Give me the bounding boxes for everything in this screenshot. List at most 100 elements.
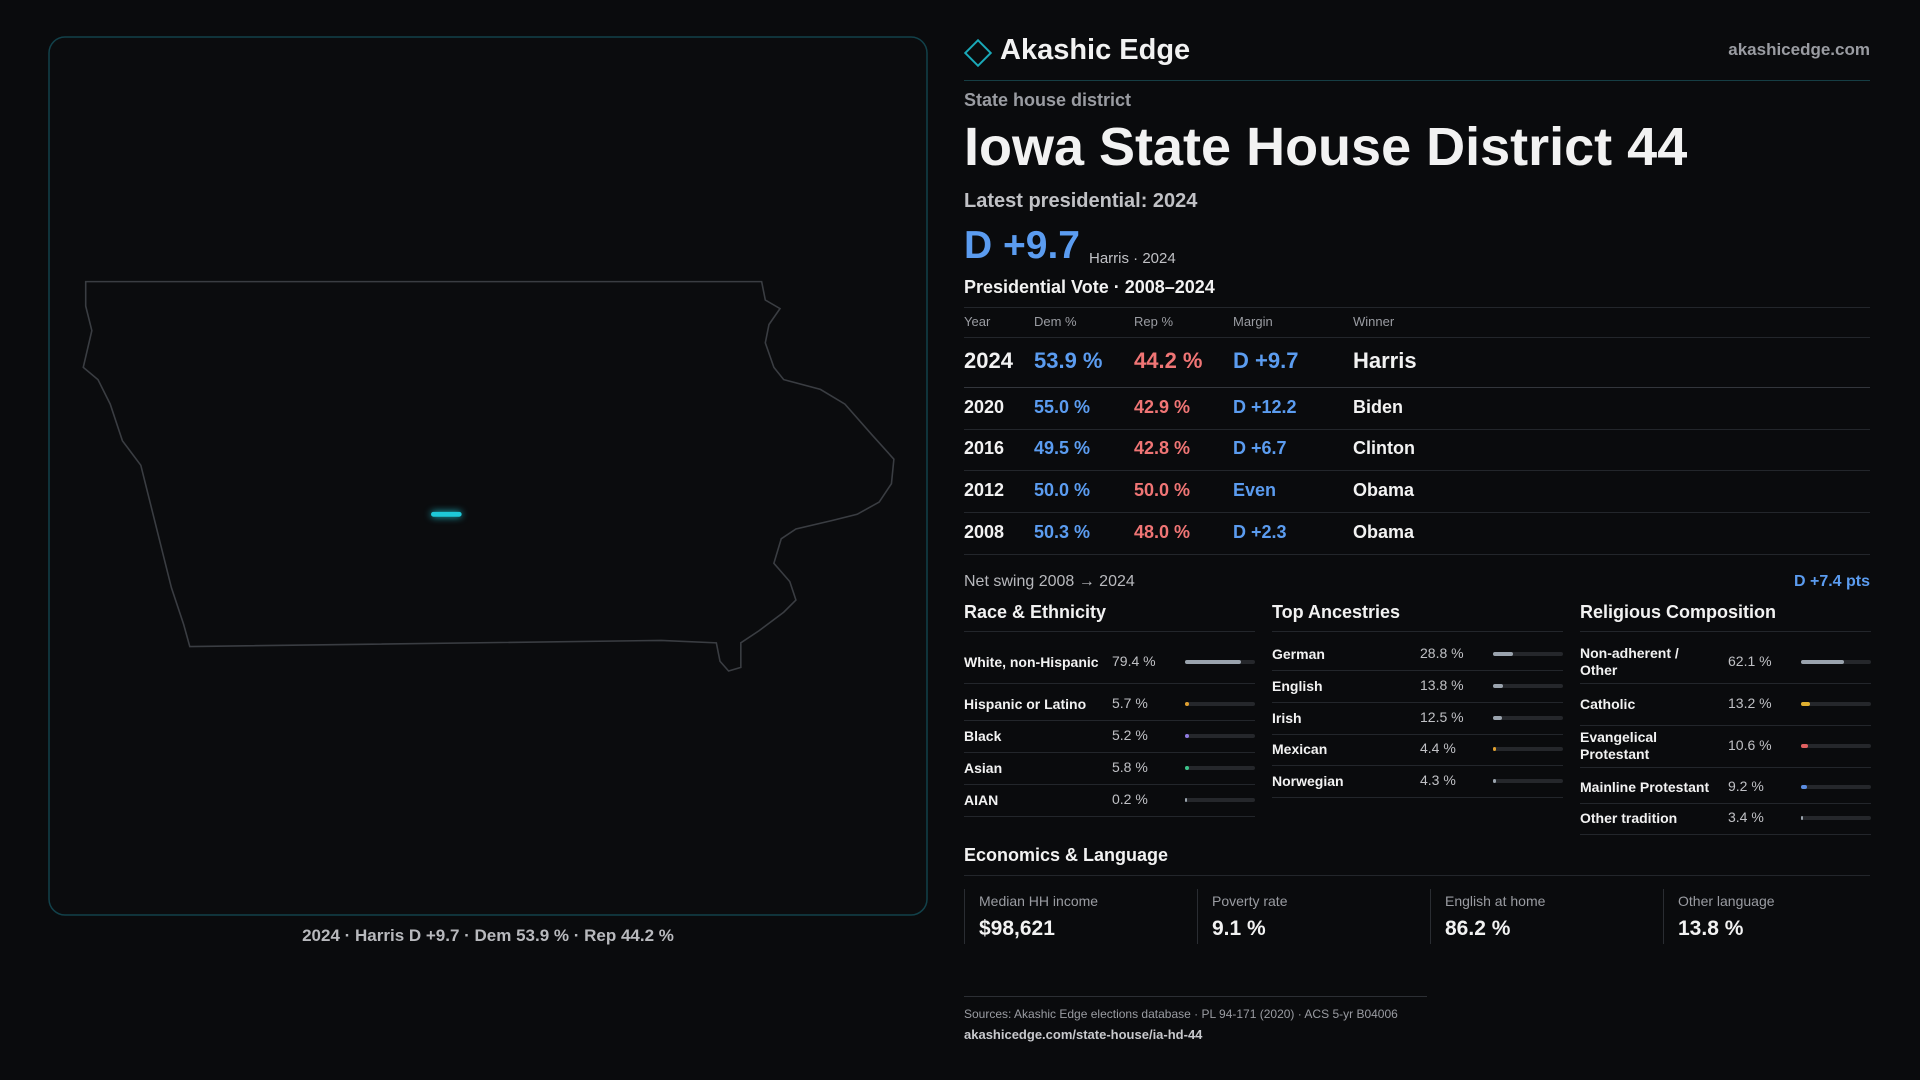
bar-track xyxy=(1801,744,1871,748)
card-value: 86.2 % xyxy=(1445,917,1511,941)
divider xyxy=(964,996,1427,997)
table-cell: Even xyxy=(1233,480,1277,501)
divider xyxy=(1580,834,1871,835)
table-cell: D +12.2 xyxy=(1233,397,1297,418)
table-cell: Clinton xyxy=(1353,438,1415,459)
card-label: Poverty rate xyxy=(1212,893,1288,910)
bar xyxy=(1493,747,1497,751)
table-title: Presidential Vote · 2008–2024 xyxy=(964,277,1215,298)
table-cell: 53.9 % xyxy=(1034,347,1103,373)
row-name: German xyxy=(1272,645,1325,662)
bar-track xyxy=(1493,779,1563,783)
row-name: Hispanic or Latino xyxy=(964,695,1087,712)
table-cell: 55.0 % xyxy=(1034,397,1091,418)
table-cell: 2012 xyxy=(964,480,1005,501)
margin-note: Harris · 2024 xyxy=(1089,249,1176,267)
row-name: Asian xyxy=(964,759,1003,776)
bar xyxy=(1185,798,1187,802)
row-value: 79.4 % xyxy=(1112,653,1156,670)
divider xyxy=(964,337,1870,338)
bar xyxy=(1493,716,1502,720)
bar-track xyxy=(1493,652,1563,656)
row-value: 62.1 % xyxy=(1728,653,1772,670)
table-cell: D +6.7 xyxy=(1233,438,1287,459)
divider xyxy=(1272,733,1563,735)
card-label: English at home xyxy=(1445,893,1546,910)
bar-track xyxy=(1493,747,1563,751)
row-value: 5.8 % xyxy=(1112,759,1148,776)
swing-label: Net swing 2008 → 2024 xyxy=(964,572,1135,590)
bar-track xyxy=(1493,684,1563,688)
column-header: Year xyxy=(964,313,991,329)
state-outline xyxy=(82,280,895,672)
divider xyxy=(964,752,1255,753)
row-value: 9.2 % xyxy=(1728,778,1764,795)
row-name: AIAN xyxy=(964,791,999,808)
table-cell: Obama xyxy=(1353,522,1415,543)
bar xyxy=(1801,660,1845,664)
row-name: Norwegian xyxy=(1272,772,1344,789)
section-title: Race & Ethnicity xyxy=(964,602,1107,623)
bar-track xyxy=(1185,734,1255,738)
card-value: $98,621 xyxy=(979,917,1055,941)
table-cell: 2024 xyxy=(964,347,1013,373)
row-name: Evangelical Protestant xyxy=(1580,729,1658,762)
table-cell: 50.3 % xyxy=(1034,522,1091,543)
divider xyxy=(964,631,1255,632)
logo-icon xyxy=(963,38,993,68)
divider xyxy=(964,720,1255,721)
divider xyxy=(964,512,1870,513)
table-cell: 49.5 % xyxy=(1034,438,1091,459)
row-name: Mainline Protestant xyxy=(1580,778,1710,795)
divider xyxy=(964,80,1870,81)
bar-track xyxy=(1185,702,1255,706)
bar-track xyxy=(1185,766,1255,770)
table-cell: D +2.3 xyxy=(1233,522,1287,543)
table-cell: 42.9 % xyxy=(1134,397,1191,418)
divider xyxy=(1272,631,1563,632)
card-label: Median HH income xyxy=(979,893,1099,910)
row-value: 5.2 % xyxy=(1112,727,1148,744)
table-cell: 42.8 % xyxy=(1134,438,1191,459)
bar xyxy=(1185,734,1189,738)
kicker: State house district xyxy=(964,90,1132,111)
row-value: 28.8 % xyxy=(1420,645,1464,662)
divider xyxy=(964,307,1870,308)
source-url: akashicedge.com/state-house/ia-hd-44 xyxy=(964,1026,1203,1042)
section-title: Economics & Language xyxy=(964,845,1169,866)
table-cell: Harris xyxy=(1353,347,1417,373)
divider xyxy=(1272,797,1563,798)
brand-name: Akashic Edge xyxy=(1000,33,1191,66)
brand-site: akashicedge.com xyxy=(1728,40,1870,60)
bar xyxy=(1493,684,1503,688)
bar-track xyxy=(1801,816,1871,820)
table-cell: Obama xyxy=(1353,480,1415,501)
divider xyxy=(1272,670,1563,671)
card-border xyxy=(964,889,965,944)
row-name: Mexican xyxy=(1272,740,1328,757)
bar xyxy=(1185,766,1190,770)
table-cell: 50.0 % xyxy=(1034,480,1091,501)
headline-margin: D +9.7 xyxy=(964,223,1080,267)
table-cell: 48.0 % xyxy=(1134,522,1191,543)
divider xyxy=(1580,766,1871,768)
row-value: 13.8 % xyxy=(1420,677,1464,694)
divider xyxy=(964,429,1870,430)
divider xyxy=(964,683,1255,684)
card-label: Other language xyxy=(1678,893,1775,910)
table-cell: 2020 xyxy=(964,397,1005,418)
divider xyxy=(964,816,1255,817)
divider xyxy=(1580,631,1871,632)
divider xyxy=(964,784,1255,785)
row-value: 5.7 % xyxy=(1112,695,1148,712)
divider xyxy=(1272,702,1563,703)
column-header: Rep % xyxy=(1134,313,1174,329)
row-value: 4.4 % xyxy=(1420,740,1456,757)
bar-track xyxy=(1185,798,1255,802)
bar-track xyxy=(1801,702,1871,706)
table-cell: 50.0 % xyxy=(1134,480,1191,501)
section-title: Top Ancestries xyxy=(1272,602,1401,623)
row-value: 0.2 % xyxy=(1112,791,1148,808)
